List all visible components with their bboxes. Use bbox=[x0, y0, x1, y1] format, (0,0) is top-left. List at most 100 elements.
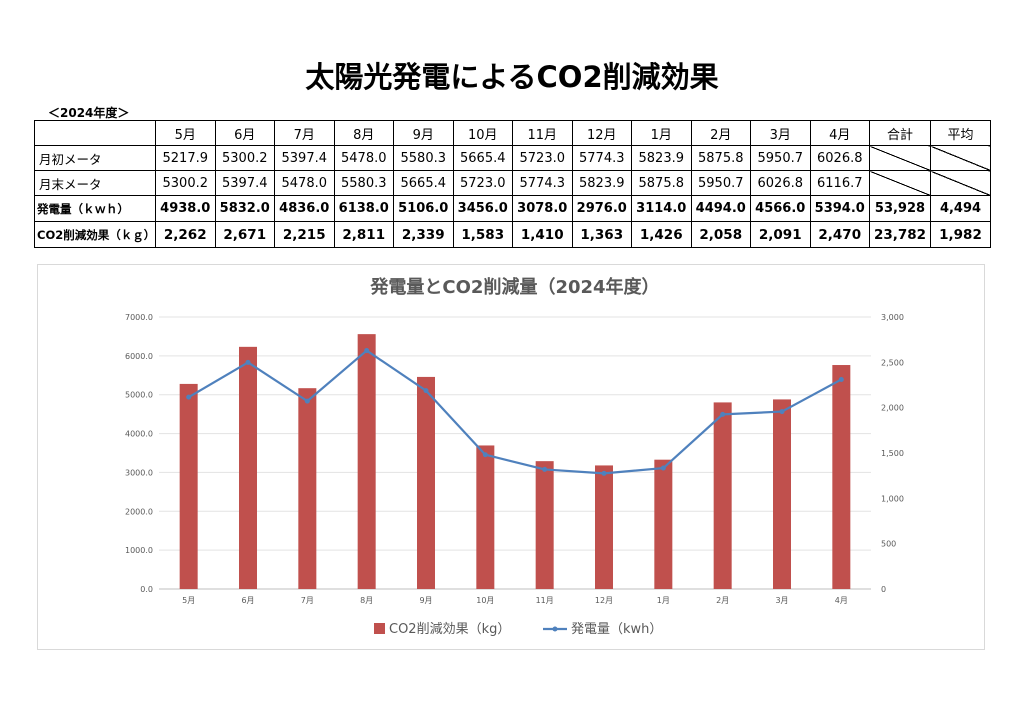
line-point-9 bbox=[660, 465, 666, 471]
legend-swatch-marker bbox=[552, 626, 558, 632]
table-row-label: 月初メータ bbox=[34, 145, 156, 171]
y-left-tick-label: 0.0 bbox=[140, 585, 153, 594]
bar-12 bbox=[832, 365, 851, 589]
legend-label-power: 発電量（kwh） bbox=[571, 622, 662, 637]
y-right-tick-label: 3,000 bbox=[881, 313, 904, 322]
table-cell: 5950.7 bbox=[750, 145, 811, 171]
table-cell: 1,583 bbox=[452, 221, 513, 248]
table-cell: 53,928 bbox=[869, 195, 931, 222]
table-empty-cell bbox=[930, 145, 991, 171]
table-header-cell: 10月 bbox=[452, 120, 513, 146]
line-point-12 bbox=[838, 376, 844, 382]
table-header-cell: 11月 bbox=[512, 120, 573, 146]
table-row: CO2削減効果（ｋｇ） 2,262 2,671 2,215 2,811 2,339 1,58… bbox=[34, 221, 991, 248]
table-cell: 6138.0 bbox=[333, 195, 394, 222]
bar-8 bbox=[595, 465, 613, 589]
table-cell: 5723.0 bbox=[452, 170, 513, 196]
line-point-6 bbox=[482, 452, 488, 458]
table-cell: 5823.9 bbox=[571, 170, 632, 196]
table-empty-cell bbox=[930, 170, 991, 196]
x-tick-label: 9月 bbox=[419, 596, 432, 605]
table-cell: 2,339 bbox=[393, 221, 454, 248]
table-row-label: 発電量（ｋｗｈ） bbox=[34, 195, 156, 222]
table-header-cell: 2月 bbox=[690, 120, 751, 146]
page-title: 太陽光発電によるCO2削減効果 bbox=[305, 60, 719, 94]
table-header-cell: 3月 bbox=[750, 120, 811, 146]
y-left-tick-label: 2000.0 bbox=[125, 507, 153, 516]
x-tick-label: 2月 bbox=[716, 596, 729, 605]
bar-4 bbox=[357, 334, 376, 589]
table-row: 月初メータ 5217.9 5300.2 5397.4 5478.0 5580.3 5665.… bbox=[34, 145, 991, 171]
table-cell: 2,671 bbox=[214, 221, 275, 248]
bar-2 bbox=[239, 346, 257, 589]
x-tick-label: 4月 bbox=[835, 596, 848, 605]
line-point-1 bbox=[186, 394, 192, 400]
table-header-row: 5月 6月 7月 8月 9月 10月 11月 12月 1月 2月 3月 4月 合計 平均 bbox=[34, 120, 991, 146]
fiscal-year-label: ＜2024年度＞ bbox=[48, 106, 130, 120]
line-point-4 bbox=[364, 348, 370, 354]
table-cell: 23,782 bbox=[869, 221, 931, 248]
table-row: 月末メータ 5300.2 5397.4 5478.0 5580.3 5665.4 5723.… bbox=[34, 170, 991, 196]
line-point-2 bbox=[245, 359, 251, 365]
combo-chart: 発電量とCO2削減量（2024年度） 0.0 1000.0 2000.0 3000.0 4… bbox=[125, 276, 904, 637]
y-left-tick-label: 6000.0 bbox=[125, 352, 153, 361]
line-point-7 bbox=[542, 466, 548, 472]
table-cell: 4836.0 bbox=[274, 195, 335, 222]
bar-1 bbox=[179, 383, 198, 589]
y-right-tick-label: 1,500 bbox=[881, 449, 904, 458]
table-header-cell: 12月 bbox=[571, 120, 632, 146]
table-header-cell: 7月 bbox=[274, 120, 335, 146]
x-tick-label: 7月 bbox=[301, 596, 314, 605]
table-row-label: CO2削減効果（ｋｇ） bbox=[34, 221, 156, 248]
table-cell: 2,262 bbox=[155, 221, 216, 248]
table-cell: 4,494 bbox=[930, 195, 991, 222]
line-point-5 bbox=[423, 388, 429, 394]
table-header-cell: 4月 bbox=[809, 120, 870, 146]
bar-10 bbox=[713, 402, 732, 589]
bar-9 bbox=[654, 459, 673, 589]
x-tick-label: 6月 bbox=[241, 596, 254, 605]
line-point-8 bbox=[601, 470, 607, 476]
table-cell: 5397.4 bbox=[274, 145, 335, 171]
bar-6 bbox=[476, 445, 495, 589]
table-cell: 1,982 bbox=[930, 221, 991, 248]
table-cell: 5106.0 bbox=[393, 195, 454, 222]
line-point-10 bbox=[720, 411, 726, 417]
table-row: 発電量（ｋｗｈ） 4938.0 5832.0 4836.0 6138.0 5106.0 34… bbox=[34, 195, 991, 222]
table-cell: 4494.0 bbox=[690, 195, 751, 222]
x-tick-label: 3月 bbox=[775, 596, 788, 605]
table-cell: 5875.8 bbox=[690, 145, 751, 171]
y-right-tick-label: 1,000 bbox=[881, 494, 904, 503]
table-cell: 5478.0 bbox=[274, 170, 335, 196]
table-cell: 3114.0 bbox=[631, 195, 692, 222]
table-cell: 5217.9 bbox=[155, 145, 216, 171]
table-cell: 5665.4 bbox=[452, 145, 513, 171]
table-cell: 5875.8 bbox=[631, 170, 692, 196]
line-series-path bbox=[188, 349, 842, 475]
bar-11 bbox=[773, 399, 791, 589]
table-cell: 5580.3 bbox=[333, 170, 394, 196]
y-right-tick-label: 2,000 bbox=[881, 404, 904, 413]
x-tick-label: 12月 bbox=[595, 596, 613, 605]
table-header-cell: 8月 bbox=[333, 120, 394, 146]
data-table: 5月 6月 7月 8月 9月 10月 11月 12月 1月 2月 3月 4月 合計 平均 月初メータ 5217… bbox=[34, 120, 991, 248]
table-cell: 5832.0 bbox=[214, 195, 275, 222]
table-header-cell: 9月 bbox=[393, 120, 454, 146]
table-row-label: 月末メータ bbox=[34, 170, 156, 196]
legend-label-co2: CO2削減効果（kg） bbox=[389, 621, 510, 637]
table-cell: 5774.3 bbox=[512, 170, 573, 196]
y-left-tick-label: 7000.0 bbox=[125, 313, 153, 322]
table-header-cell: 合計 bbox=[869, 120, 931, 146]
bar-5 bbox=[417, 376, 435, 589]
x-tick-label: 1月 bbox=[657, 596, 670, 605]
bar-3 bbox=[298, 388, 317, 589]
table-cell: 1,363 bbox=[571, 221, 632, 248]
table-cell: 2,215 bbox=[274, 221, 335, 248]
table-cell: 5300.2 bbox=[214, 145, 275, 171]
table-cell: 5397.4 bbox=[214, 170, 275, 196]
chart-frame: 発電量とCO2削減量（2024年度） 0.0 1000.0 2000.0 3000.0 4… bbox=[37, 264, 985, 650]
table-cell: 6026.8 bbox=[809, 145, 870, 171]
table-cell: 2,470 bbox=[809, 221, 870, 248]
table-cell: 5394.0 bbox=[809, 195, 870, 222]
table-header-cell: 5月 bbox=[155, 120, 216, 146]
